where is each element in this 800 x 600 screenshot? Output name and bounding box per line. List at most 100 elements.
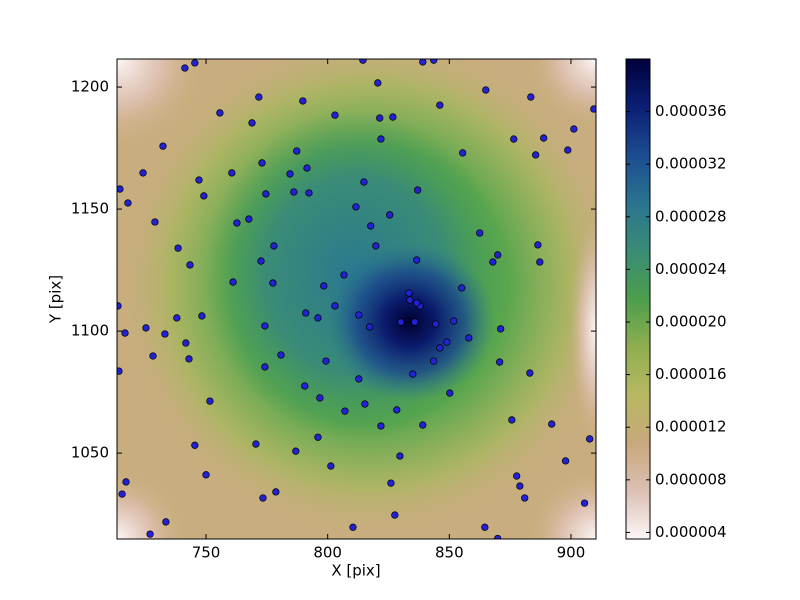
points [117, 59, 596, 539]
data-point [570, 125, 578, 133]
data-point [117, 185, 124, 193]
data-point [261, 322, 269, 330]
data-point [173, 314, 181, 322]
data-point [548, 420, 556, 428]
data-point [142, 324, 150, 332]
data-point [516, 482, 524, 490]
heatmap [117, 59, 596, 539]
colorbar-tick-label: 0.000004 [655, 523, 727, 541]
data-point [359, 59, 367, 64]
data-point [320, 282, 328, 290]
data-point [185, 355, 193, 363]
y-axis-label: Y [pix] [47, 275, 65, 324]
data-point [419, 421, 427, 429]
colorbar-tick-label: 0.000020 [655, 313, 727, 331]
data-point [508, 416, 516, 424]
data-point [200, 192, 208, 200]
data-point [526, 369, 534, 377]
data-point [564, 146, 572, 154]
data-point [355, 311, 363, 319]
data-point [314, 314, 322, 322]
data-point [349, 523, 357, 531]
data-point [159, 142, 167, 150]
data-point [245, 215, 253, 223]
data-point [228, 169, 236, 177]
data-point [580, 499, 589, 507]
data-point [413, 256, 421, 264]
plot-frame [116, 58, 597, 540]
data-point [117, 367, 123, 375]
colorbar [625, 58, 651, 540]
data-point [331, 111, 339, 119]
data-point [527, 93, 535, 101]
data-point [521, 494, 529, 502]
data-point [262, 190, 270, 198]
data-point [482, 86, 490, 94]
data-point [367, 222, 375, 230]
data-point [340, 271, 348, 279]
data-point [182, 339, 190, 347]
data-point [481, 523, 489, 531]
data-point [198, 312, 206, 320]
colorbar-tick-label: 0.000032 [655, 155, 727, 173]
x-tick-label: 750 [192, 544, 221, 562]
data-point [117, 302, 122, 310]
data-point [489, 258, 497, 266]
data-point [174, 244, 182, 252]
data-point [465, 334, 473, 342]
colorbar-tick-label: 0.000036 [655, 102, 727, 120]
data-point [496, 325, 505, 333]
data-point [393, 406, 401, 414]
data-point [443, 338, 451, 346]
data-point [255, 93, 263, 101]
data-point [229, 278, 237, 286]
data-point [277, 351, 285, 359]
data-point [436, 344, 444, 352]
data-point [322, 357, 330, 365]
data-point [124, 199, 132, 207]
x-tick-label: 850 [435, 544, 464, 562]
data-point [302, 309, 310, 317]
data-point [118, 490, 126, 498]
data-point [186, 261, 194, 269]
data-point [301, 382, 309, 390]
data-point [536, 258, 544, 266]
data-point [139, 169, 147, 177]
data-point [252, 440, 260, 448]
data-point [316, 394, 324, 402]
data-point [561, 457, 570, 465]
data-point [269, 279, 277, 287]
data-point [513, 472, 521, 480]
data-point [458, 284, 466, 292]
data-point [409, 370, 417, 378]
data-point [149, 352, 157, 360]
data-point [586, 435, 594, 443]
data-point [430, 357, 438, 365]
data-point [355, 375, 363, 383]
data-point [377, 135, 385, 143]
data-point [122, 478, 130, 486]
data-point [261, 363, 269, 371]
data-point [540, 134, 548, 142]
data-point [459, 149, 467, 157]
data-point [195, 176, 203, 184]
data-point [257, 257, 265, 265]
data-point [248, 119, 256, 127]
y-tick-label: 1200 [71, 78, 109, 96]
data-point [361, 400, 369, 408]
data-point [270, 242, 278, 250]
data-point [446, 389, 454, 397]
data-point [590, 105, 596, 113]
data-point [376, 114, 384, 122]
data-point [406, 296, 414, 304]
data-point [360, 178, 368, 186]
data-point [430, 59, 438, 64]
data-point [374, 79, 382, 87]
data-point [413, 299, 421, 307]
data-point [414, 186, 422, 194]
data-point [534, 241, 542, 249]
data-point [121, 329, 129, 337]
data-point [299, 97, 307, 105]
data-point [352, 203, 360, 211]
colorbar-tick-label: 0.000008 [655, 470, 727, 488]
